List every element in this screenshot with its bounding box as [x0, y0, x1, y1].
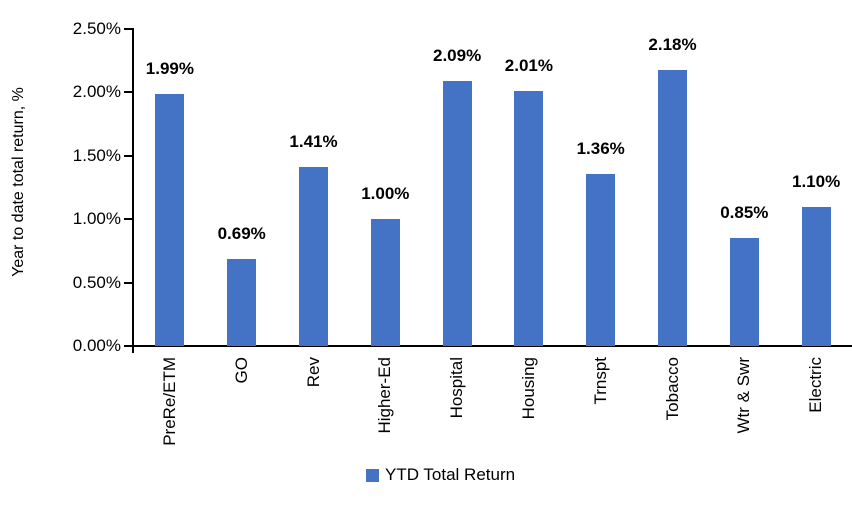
y-tick-mark	[124, 218, 133, 221]
bar-value-label: 0.85%	[720, 203, 769, 222]
bar	[658, 70, 687, 346]
y-tick-label: 0.50%	[72, 272, 121, 292]
y-tick-mark	[124, 345, 133, 347]
bar-value-label: 0.69%	[217, 224, 266, 243]
x-axis-label: Rev	[303, 357, 323, 388]
x-axis-label: GO	[231, 357, 251, 384]
y-axis-title: Year to date total return, %	[10, 87, 27, 277]
x-axis-line	[132, 345, 852, 347]
x-axis-label: PreRe/ETM	[159, 357, 179, 446]
x-axis-label: Electric	[806, 357, 826, 413]
bar	[442, 81, 472, 346]
y-axis-line	[132, 28, 134, 353]
x-axis-label: Wtr & Swr	[734, 357, 754, 434]
y-tick-mark	[124, 281, 133, 284]
y-tick-label: 2.00%	[72, 82, 121, 102]
bar-value-label: 1.10%	[791, 172, 841, 191]
bar	[370, 219, 400, 346]
x-axis-label: Tobacco	[662, 357, 682, 421]
bar-value-label: 2.01%	[504, 56, 553, 75]
bar-value-label: 1.41%	[289, 132, 338, 151]
x-axis-label: Hospital	[447, 357, 467, 419]
y-tick-mark	[124, 154, 133, 157]
bar	[801, 207, 831, 346]
bar	[299, 167, 328, 346]
bar-value-label: 1.00%	[361, 184, 410, 203]
legend-label: YTD Total Return	[385, 465, 516, 484]
x-axis-label: Higher-Ed	[375, 357, 395, 434]
bar	[514, 91, 544, 346]
bar	[586, 174, 616, 346]
bar	[227, 259, 257, 346]
legend-swatch-icon	[366, 468, 379, 482]
y-tick-label: 2.50%	[72, 19, 121, 38]
bar	[729, 238, 759, 346]
bar	[155, 94, 185, 346]
y-tick-label: 0.00%	[72, 336, 121, 355]
y-tick-label: 1.50%	[72, 145, 121, 165]
bar-value-label: 2.18%	[648, 35, 697, 54]
bar-value-label: 2.09%	[432, 46, 482, 65]
bar-value-label: 1.36%	[576, 139, 625, 158]
y-tick-label: 1.00%	[72, 209, 121, 229]
legend: YTD Total Return	[366, 464, 515, 486]
x-axis-label: Trnspt	[590, 357, 610, 405]
y-tick-mark	[124, 28, 133, 30]
y-tick-mark	[124, 91, 133, 94]
x-axis-label: Housing	[518, 357, 538, 420]
bar-value-label: 1.99%	[145, 59, 194, 78]
